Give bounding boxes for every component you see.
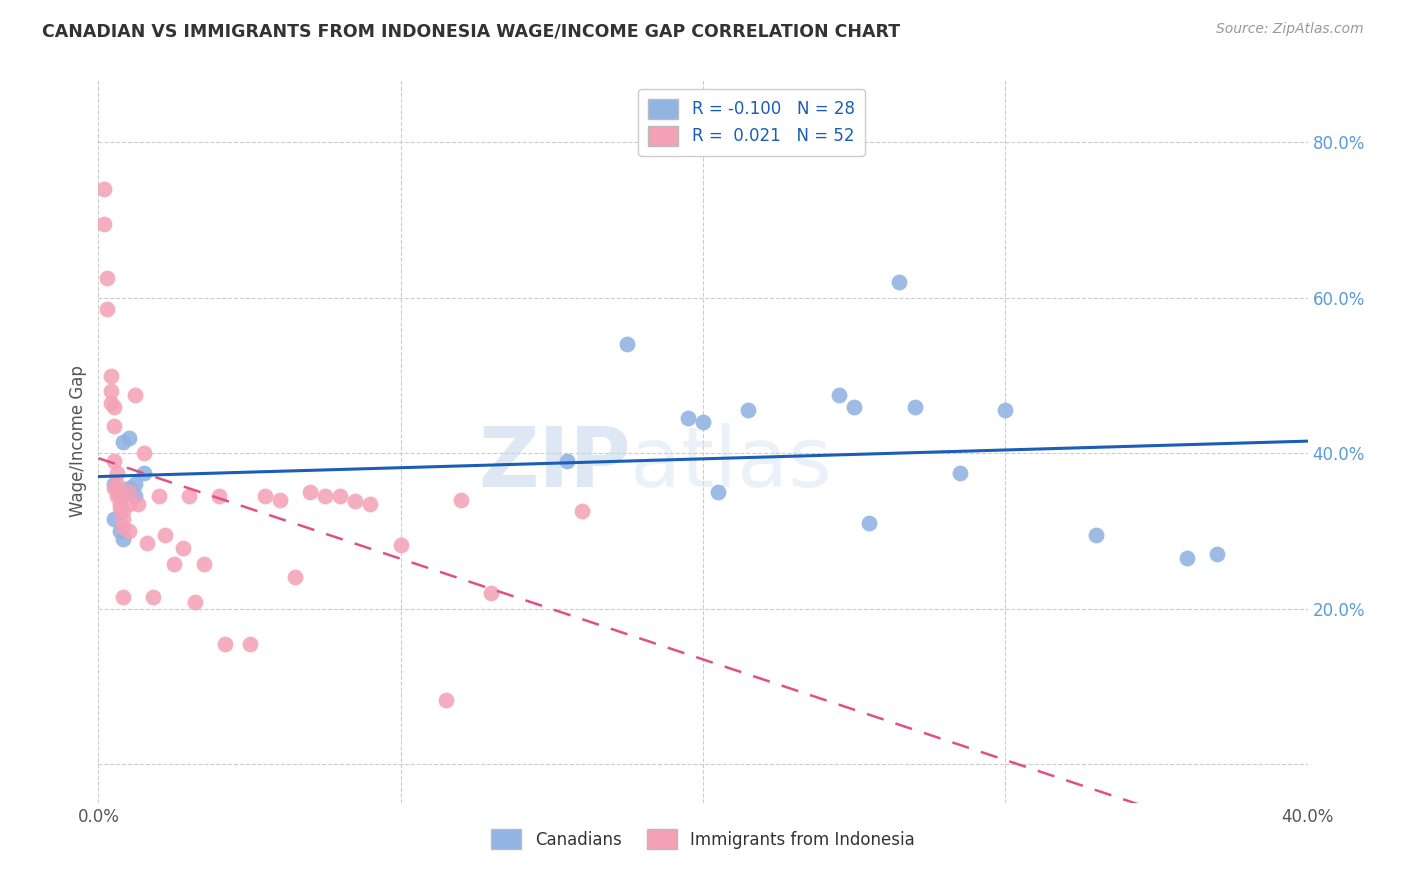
Point	[148, 489, 170, 503]
Point	[108, 524, 131, 538]
Point	[828, 388, 851, 402]
Point	[949, 466, 972, 480]
Point	[108, 489, 131, 503]
Point	[184, 595, 207, 609]
Point	[858, 516, 880, 530]
Point	[111, 504, 134, 518]
Point	[96, 302, 118, 317]
Point	[118, 431, 141, 445]
Point	[108, 489, 131, 503]
Point	[344, 494, 367, 508]
Point	[111, 434, 134, 449]
Point	[481, 586, 503, 600]
Point	[253, 489, 276, 503]
Text: Source: ZipAtlas.com: Source: ZipAtlas.com	[1216, 22, 1364, 37]
Point	[108, 500, 131, 515]
Point	[132, 446, 155, 460]
Point	[135, 535, 157, 549]
Point	[124, 388, 146, 402]
Point	[1085, 528, 1108, 542]
Point	[100, 395, 122, 409]
Point	[616, 337, 638, 351]
Point	[103, 477, 125, 491]
Point	[299, 485, 322, 500]
Point	[118, 485, 141, 500]
Point	[360, 497, 382, 511]
Point	[153, 528, 176, 542]
Point	[142, 590, 165, 604]
Point	[103, 454, 125, 468]
Y-axis label: Wage/Income Gap: Wage/Income Gap	[69, 366, 87, 517]
Point	[103, 419, 125, 434]
Point	[555, 454, 578, 468]
Point	[269, 492, 291, 507]
Point	[889, 275, 911, 289]
Point	[172, 541, 194, 555]
Point	[111, 532, 134, 546]
Point	[111, 512, 134, 526]
Point	[127, 497, 149, 511]
Point	[676, 411, 699, 425]
Text: atlas: atlas	[630, 423, 832, 504]
Point	[163, 557, 186, 571]
Point	[118, 481, 141, 495]
Point	[124, 477, 146, 491]
Text: CANADIAN VS IMMIGRANTS FROM INDONESIA WAGE/INCOME GAP CORRELATION CHART: CANADIAN VS IMMIGRANTS FROM INDONESIA WA…	[42, 22, 900, 40]
Point	[100, 368, 122, 383]
Point	[118, 485, 141, 500]
Point	[103, 400, 125, 414]
Point	[179, 489, 201, 503]
Point	[239, 636, 262, 650]
Point	[93, 217, 115, 231]
Point	[132, 466, 155, 480]
Point	[118, 524, 141, 538]
Point	[284, 570, 307, 584]
Point	[707, 485, 730, 500]
Point	[103, 481, 125, 495]
Text: ZIP: ZIP	[478, 423, 630, 504]
Point	[111, 520, 134, 534]
Point	[434, 693, 457, 707]
Point	[103, 512, 125, 526]
Point	[208, 489, 231, 503]
Point	[314, 489, 336, 503]
Point	[904, 400, 927, 414]
Point	[118, 497, 141, 511]
Point	[214, 636, 236, 650]
Point	[96, 271, 118, 285]
Point	[571, 504, 593, 518]
Point	[108, 497, 131, 511]
Point	[111, 590, 134, 604]
Point	[1175, 551, 1198, 566]
Point	[450, 492, 472, 507]
Point	[105, 466, 128, 480]
Point	[193, 557, 215, 571]
Point	[737, 403, 759, 417]
Point	[105, 477, 128, 491]
Point	[389, 538, 412, 552]
Point	[994, 403, 1017, 417]
Point	[692, 415, 714, 429]
Point	[844, 400, 866, 414]
Point	[100, 384, 122, 398]
Point	[105, 489, 128, 503]
Legend: Canadians, Immigrants from Indonesia: Canadians, Immigrants from Indonesia	[481, 819, 925, 860]
Point	[329, 489, 352, 503]
Point	[124, 489, 146, 503]
Point	[93, 182, 115, 196]
Point	[1206, 547, 1229, 561]
